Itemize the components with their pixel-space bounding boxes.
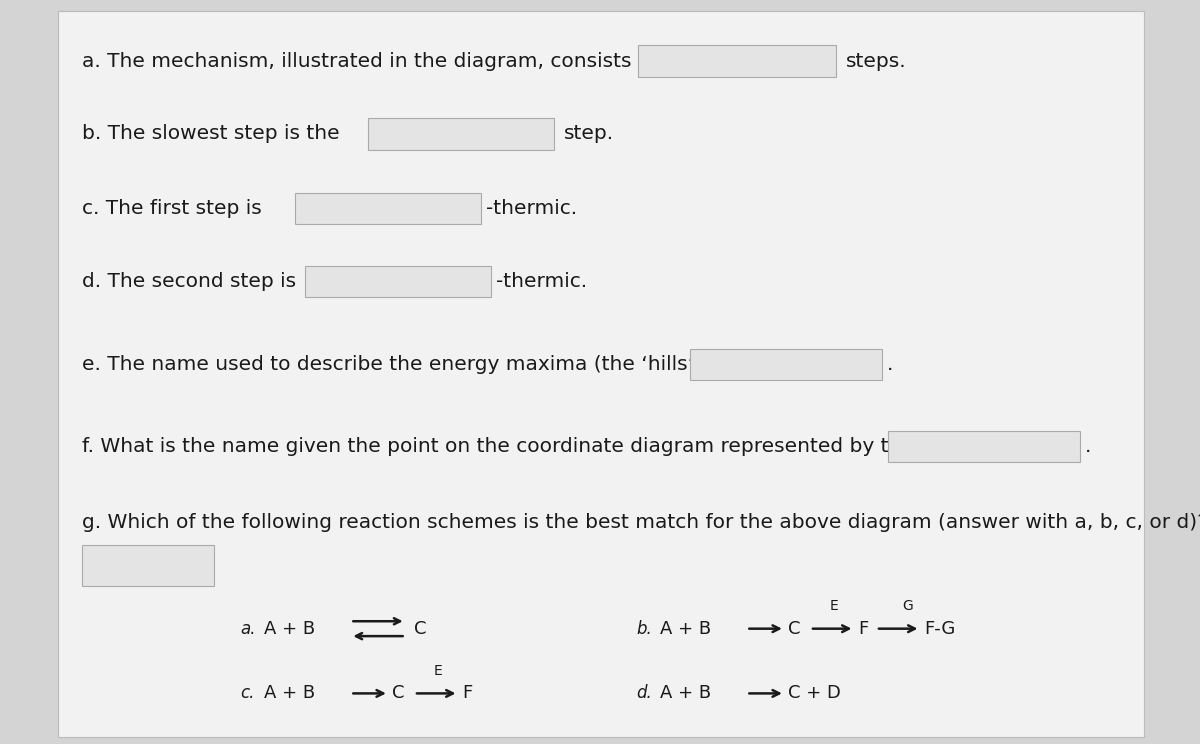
Text: c. The first step is: c. The first step is <box>82 199 262 218</box>
Text: f. What is the name given the point on the coordinate diagram represented by the: f. What is the name given the point on t… <box>82 437 947 456</box>
Text: a. The mechanism, illustrated in the diagram, consists of: a. The mechanism, illustrated in the dia… <box>82 51 656 71</box>
Text: C: C <box>788 620 800 638</box>
Text: a.: a. <box>240 620 256 638</box>
Text: .: . <box>887 355 893 374</box>
Text: E: E <box>829 600 838 613</box>
Bar <box>888 431 1080 462</box>
Text: A + B: A + B <box>264 684 316 702</box>
Text: step.: step. <box>564 124 614 144</box>
Text: A + B: A + B <box>264 620 316 638</box>
Text: A + B: A + B <box>660 620 712 638</box>
Bar <box>82 545 214 586</box>
Text: d. The second step is: d. The second step is <box>82 272 295 291</box>
Text: F: F <box>858 620 869 638</box>
Text: A + B: A + B <box>660 684 712 702</box>
Text: b.: b. <box>636 620 652 638</box>
Text: E: E <box>433 664 442 678</box>
Text: steps.: steps. <box>846 51 907 71</box>
Text: F-G: F-G <box>924 620 955 638</box>
Text: C: C <box>414 620 426 638</box>
Text: G: G <box>902 600 913 613</box>
Text: g. Which of the following reaction schemes is the best match for the above diagr: g. Which of the following reaction schem… <box>82 513 1200 532</box>
Text: e. The name used to describe the energy maxima (the ‘hills’) is: e. The name used to describe the energy … <box>82 355 724 374</box>
Bar <box>638 45 836 77</box>
Bar <box>305 266 491 297</box>
Text: C + D: C + D <box>788 684 841 702</box>
Text: b. The slowest step is the: b. The slowest step is the <box>82 124 340 144</box>
Text: C: C <box>392 684 404 702</box>
Text: c.: c. <box>240 684 254 702</box>
Text: .: . <box>1085 437 1091 456</box>
Text: -thermic.: -thermic. <box>496 272 587 291</box>
Bar <box>690 349 882 380</box>
Text: F: F <box>462 684 473 702</box>
Text: d.: d. <box>636 684 652 702</box>
Bar <box>368 118 554 150</box>
Text: -thermic.: -thermic. <box>486 199 577 218</box>
Bar <box>295 193 481 224</box>
